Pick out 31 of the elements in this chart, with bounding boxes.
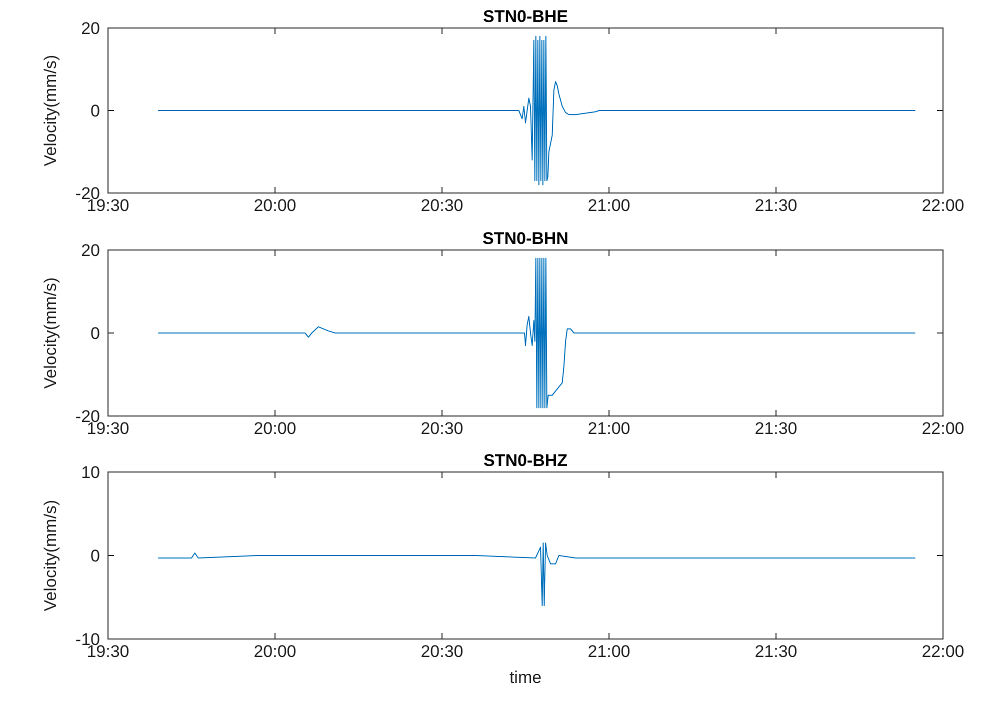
chart-title: STN0-BHN <box>482 229 568 248</box>
y-axis-title: Velocity(mm/s) <box>41 277 60 389</box>
x-tick-label: 20:00 <box>254 196 296 215</box>
x-axis-title: time <box>509 668 542 687</box>
x-tick-label: 20:30 <box>420 419 464 438</box>
x-tick-label: 20:00 <box>254 419 296 438</box>
x-tick-label: 21:00 <box>588 642 630 661</box>
y-axis-title: Velocity(mm/s) <box>41 54 60 166</box>
x-tick-label: 21:30 <box>754 196 798 215</box>
x-tick-label: 22:00 <box>922 419 964 438</box>
line-series <box>158 542 916 606</box>
line-series <box>158 36 916 186</box>
x-tick-label: 20:00 <box>254 642 296 661</box>
x-tick-label: 20:30 <box>420 196 464 215</box>
y-tick-label: 20 <box>81 240 100 260</box>
y-tick-label: 0 <box>90 324 100 343</box>
x-tick-label: 21:30 <box>754 419 798 438</box>
y-tick-label: 20 <box>81 18 100 38</box>
x-tick-label: 21:00 <box>588 419 630 438</box>
x-tick-label: 21:00 <box>588 196 630 215</box>
x-tick-label: 21:30 <box>754 642 798 661</box>
x-tick-label: 22:00 <box>922 642 964 661</box>
y-tick-label: 10 <box>81 462 100 482</box>
chart-title: STN0-BHE <box>482 7 568 26</box>
chart-title: STN0-BHZ <box>483 451 568 470</box>
x-tick-label: 20:30 <box>420 642 464 661</box>
y-tick-label: 0 <box>90 101 100 120</box>
x-tick-label: 22:00 <box>922 196 964 215</box>
y-tick-label: 0 <box>90 546 100 566</box>
y-axis-title: Velocity(mm/s) <box>41 500 60 612</box>
line-series <box>158 258 916 408</box>
